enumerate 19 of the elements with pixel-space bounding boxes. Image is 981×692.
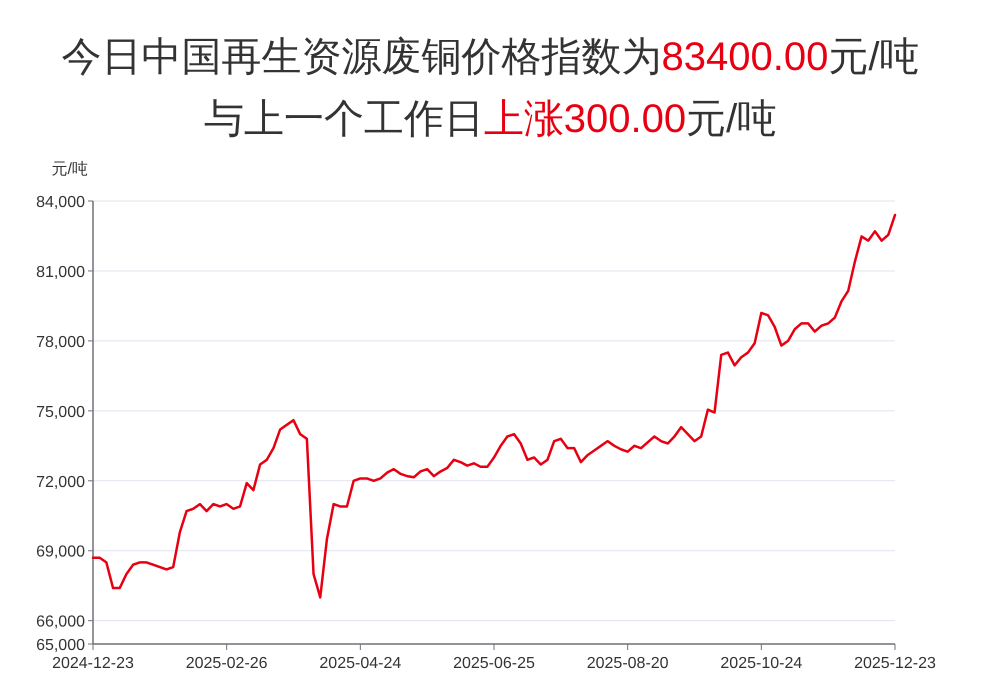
y-tick-label: 78,000: [36, 334, 86, 351]
x-tick-label: 2025-04-24: [319, 655, 402, 672]
y-tick-label: 65,000: [36, 637, 86, 654]
y-tick-label: 75,000: [36, 404, 86, 421]
x-tick-label: 2025-10-24: [720, 655, 802, 672]
chart-subtitle: 与上一个工作日上涨300.00元/吨: [204, 97, 778, 141]
y-tick-label: 69,000: [36, 544, 86, 561]
y-tick-label: 84,000: [36, 194, 86, 211]
y-tick-label: 81,000: [36, 264, 86, 281]
x-tick-label: 2025-08-20: [586, 655, 669, 672]
y-axis-title: 元/吨: [52, 160, 88, 178]
x-tick-label: 2024-12-23: [52, 655, 134, 672]
x-tick-label: 2025-06-25: [453, 655, 536, 672]
y-tick-label: 66,000: [36, 614, 86, 631]
x-tick-label: 2025-02-26: [186, 655, 268, 672]
y-tick-label: 72,000: [36, 474, 86, 491]
x-tick-label: 2025-12-23: [854, 655, 936, 672]
line-series: [92, 214, 896, 599]
chart-title: 今日中国再生资源废铜价格指数为83400.00元/吨: [62, 35, 920, 79]
